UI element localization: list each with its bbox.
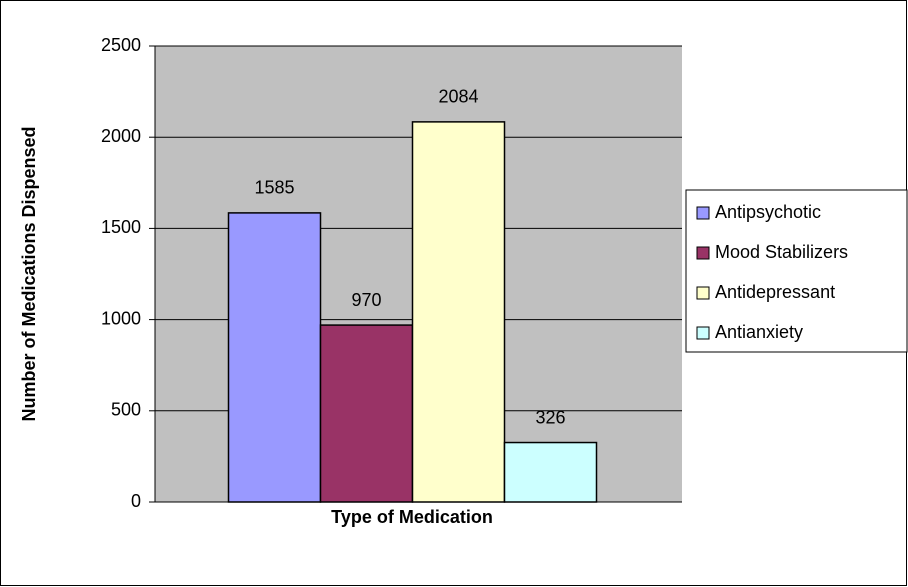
y-tick-label: 2500 bbox=[101, 35, 141, 55]
bar bbox=[319, 324, 414, 503]
legend-swatch bbox=[696, 246, 710, 260]
data-label: 2084 bbox=[438, 87, 478, 107]
x-axis-title: Type of Medication bbox=[331, 507, 493, 527]
legend-label: Antidepressant bbox=[715, 282, 835, 302]
data-label: 1585 bbox=[254, 178, 294, 198]
y-tick-label: 1000 bbox=[101, 308, 141, 328]
bar bbox=[227, 212, 322, 503]
legend-swatch bbox=[696, 326, 710, 340]
y-tick-label: 2000 bbox=[101, 126, 141, 146]
legend-label: Antianxiety bbox=[715, 322, 803, 342]
y-tick-label: 500 bbox=[111, 400, 141, 420]
data-label: 970 bbox=[351, 290, 381, 310]
y-tick-label: 0 bbox=[131, 491, 141, 511]
legend-swatch bbox=[696, 286, 710, 300]
bar bbox=[503, 441, 598, 503]
data-label: 326 bbox=[535, 407, 565, 427]
bar bbox=[411, 121, 506, 503]
legend-label: Antipsychotic bbox=[715, 202, 821, 222]
legend-box bbox=[685, 189, 908, 353]
y-axis-title: Number of Medications Dispensed bbox=[19, 126, 39, 421]
legend-label: Mood Stabilizers bbox=[715, 242, 848, 262]
legend-swatch bbox=[696, 206, 710, 220]
y-tick-label: 1500 bbox=[101, 217, 141, 237]
